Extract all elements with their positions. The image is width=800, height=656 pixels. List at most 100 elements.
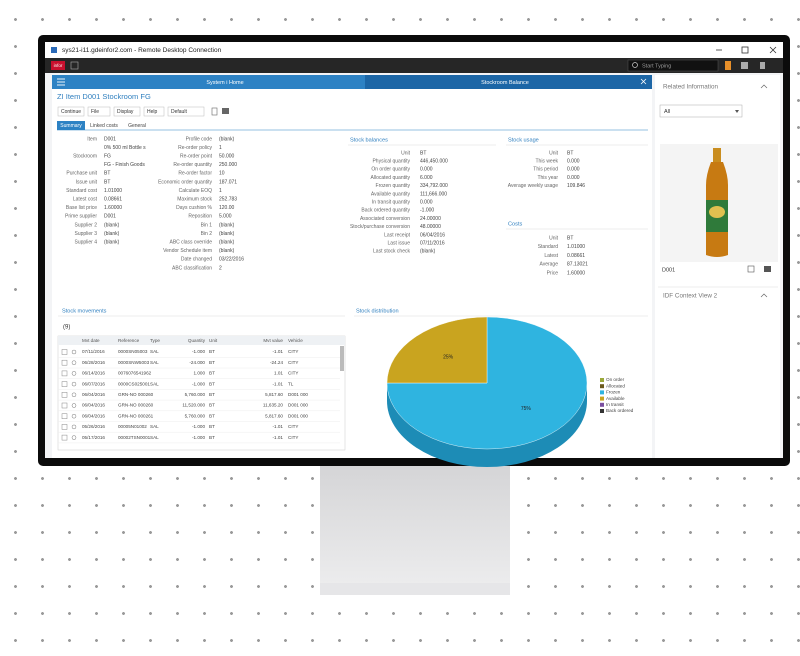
related-panel <box>655 75 780 458</box>
field-value: 0.000 <box>420 200 433 206</box>
column-header: Reference <box>118 338 140 343</box>
apps-icon[interactable] <box>70 61 79 70</box>
row-checkbox[interactable] <box>61 434 68 441</box>
row-checkbox[interactable] <box>61 424 68 430</box>
field-value: -1.000 <box>420 208 434 214</box>
cell: 0000SNW5003 <box>118 360 150 365</box>
field-value: D001 <box>104 214 116 220</box>
tab-active[interactable] <box>365 75 652 89</box>
field-label: Physical quantity <box>372 159 410 165</box>
field-label: In transit quantity <box>372 200 411 206</box>
open-icon[interactable] <box>747 265 755 273</box>
cell: SAL <box>150 381 159 386</box>
cell: SAL <box>150 360 159 365</box>
row-checkbox[interactable] <box>61 392 68 398</box>
row-icon[interactable] <box>71 392 77 398</box>
row-icon[interactable] <box>71 381 77 387</box>
field-value: 0.08661 <box>104 197 122 203</box>
legend-label: Available <box>606 396 625 401</box>
field-value: 48.00000 <box>420 224 441 230</box>
row-checkbox[interactable] <box>61 413 68 419</box>
field-label: Stockroom <box>73 154 97 160</box>
legend-swatch <box>600 390 604 395</box>
cell: -1.01 <box>273 435 284 440</box>
row-icon[interactable] <box>71 371 77 376</box>
row-checkbox[interactable] <box>61 402 68 409</box>
field-value: 03/22/2016 <box>219 257 244 263</box>
row-checkbox[interactable] <box>61 349 68 355</box>
bookmark-icon[interactable] <box>760 62 765 69</box>
user-icon[interactable] <box>725 61 731 70</box>
column-header: Quantity <box>188 338 206 343</box>
field-value: 07/11/2016 <box>420 241 445 247</box>
scrollbar[interactable] <box>340 346 344 371</box>
cell: 07/11/2016 <box>82 349 105 354</box>
print-icon[interactable] <box>222 108 229 114</box>
cell: BT <box>209 413 215 418</box>
filter-dropdown[interactable] <box>659 104 743 118</box>
subtab[interactable] <box>87 121 121 130</box>
search-box[interactable] <box>627 59 719 72</box>
field-label: Supplier 2 <box>74 222 97 228</box>
cell: 06/28/2016 <box>82 360 105 365</box>
field-value: BT <box>567 150 573 156</box>
cell: SAL <box>150 435 159 440</box>
field-value: (blank) <box>104 231 120 237</box>
row-icon[interactable] <box>71 413 77 419</box>
cell: -1.01 <box>273 349 284 354</box>
field-value: BT <box>567 235 573 241</box>
row-icon[interactable] <box>71 360 77 365</box>
field-label: Average <box>539 262 558 268</box>
attach-icon[interactable] <box>211 107 218 116</box>
toolbar-label: Display <box>117 109 134 115</box>
cell: BT <box>209 371 215 376</box>
row-icon[interactable] <box>71 424 77 430</box>
legend-label: In transit <box>606 402 624 407</box>
inbox-icon[interactable] <box>741 62 748 69</box>
field-label: Re-order quantity <box>173 162 212 168</box>
brand-logo[interactable] <box>51 61 65 70</box>
row-icon[interactable] <box>71 435 77 440</box>
cell: 06/14/2016 <box>82 371 105 376</box>
chart-title: Stock distribution <box>356 308 399 314</box>
field-value: (blank) <box>219 240 235 246</box>
collapse-icon[interactable] <box>760 84 768 89</box>
toolbar-button[interactable] <box>143 106 165 117</box>
row-icon[interactable] <box>71 403 77 408</box>
pie-slice[interactable] <box>386 316 488 384</box>
menu-icon[interactable] <box>57 78 65 86</box>
toolbar-button[interactable] <box>167 106 205 117</box>
cell: 5,760.000 <box>185 413 206 418</box>
field-value: 1.01000 <box>567 244 585 250</box>
collapse-icon[interactable] <box>760 293 768 298</box>
field-value: 2 <box>219 265 222 271</box>
column-header: Mvt date <box>82 338 100 343</box>
tab-label: Stockroom Balance <box>481 80 529 86</box>
row-checkbox[interactable] <box>61 381 68 387</box>
window-controls[interactable] <box>716 46 777 54</box>
field-label: Maximum stock <box>177 197 212 203</box>
cell: 0000SN05003 <box>118 349 148 354</box>
field-value: 50.000 <box>219 154 235 160</box>
field-value: 0.000 <box>567 159 580 165</box>
toolbar-button[interactable] <box>57 106 85 117</box>
toolbar-button[interactable] <box>87 106 111 117</box>
field-value: 0% 500 ml Bottle s <box>104 145 146 151</box>
subtab[interactable] <box>123 121 151 130</box>
field-label: Issue unit <box>76 179 98 185</box>
cell: BT <box>209 381 215 386</box>
row-icon[interactable] <box>71 349 77 355</box>
subtab[interactable] <box>57 121 85 130</box>
field-value: (blank) <box>219 248 235 254</box>
field-label: Purchase unit <box>66 171 97 177</box>
tab-home[interactable] <box>52 75 365 89</box>
cell: 11,635.20 <box>263 403 284 408</box>
row-checkbox[interactable] <box>61 370 68 377</box>
chat-icon[interactable] <box>764 266 771 272</box>
row-checkbox[interactable] <box>61 359 68 366</box>
tab-close[interactable] <box>640 78 647 85</box>
section-title: Stock balances <box>350 137 388 143</box>
cell: 00002TSN0001 <box>118 435 151 440</box>
toolbar-button[interactable] <box>113 106 141 117</box>
slice-label: 25% <box>443 355 454 361</box>
